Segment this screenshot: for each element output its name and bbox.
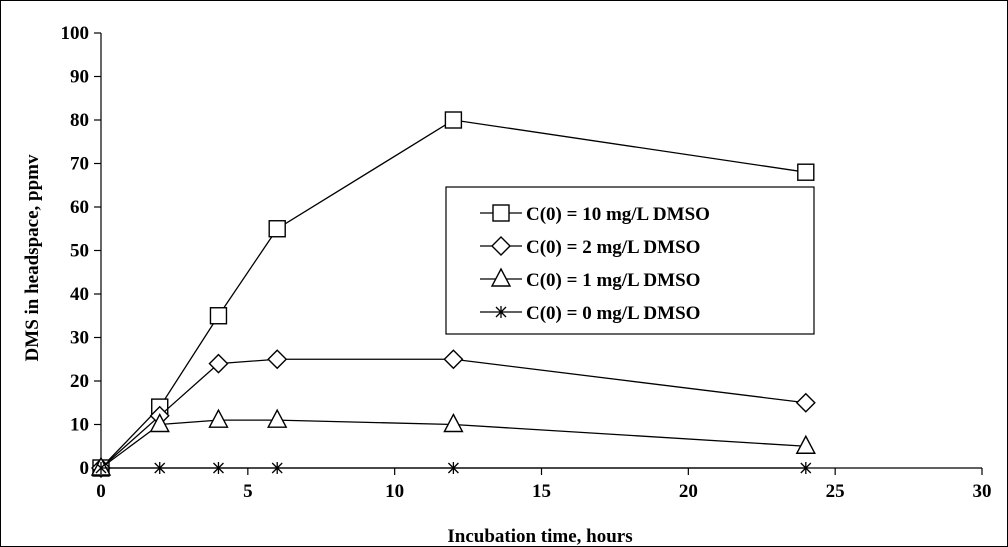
data-point — [213, 462, 224, 474]
legend-entry: C(0) = 10 mg/L DMSO — [480, 204, 710, 225]
y-tick-label: 70 — [70, 154, 89, 175]
data-point — [795, 434, 816, 454]
x-tick-label: 30 — [973, 481, 992, 502]
series-diamond — [91, 349, 816, 478]
legend: C(0) = 10 mg/L DMSO C(0) = 2 mg/L DMSO C(0… — [445, 186, 815, 335]
data-point — [444, 111, 463, 129]
y-tick-label: 20 — [70, 371, 89, 392]
x-tick-label: 10 — [385, 481, 404, 502]
x-tick-label: 15 — [532, 481, 551, 502]
y-tick-label: 90 — [70, 67, 89, 88]
y-tick-label: 50 — [70, 241, 89, 262]
data-point — [95, 462, 107, 474]
y-tick-label: 60 — [70, 197, 89, 218]
data-point — [267, 408, 288, 428]
series-line — [100, 119, 806, 469]
legend-label: C(0) = 2 mg/L DMSO — [526, 237, 700, 258]
data-point — [268, 220, 286, 238]
legend-entry: C(0) = 2 mg/L DMSO — [480, 236, 700, 258]
data-point — [149, 413, 170, 433]
data-point — [271, 462, 283, 474]
data-point — [443, 413, 464, 433]
legend-marker — [492, 204, 510, 222]
data-point — [209, 307, 228, 325]
y-tick-label: 80 — [70, 110, 89, 131]
legend-label: C(0) = 1 mg/L DMSO — [526, 270, 700, 291]
series-asterisk — [95, 462, 812, 474]
y-tick-label: 10 — [70, 415, 89, 436]
data-point — [267, 349, 288, 370]
x-tick-label: 0 — [96, 481, 106, 502]
legend-marker — [490, 267, 512, 287]
data-point — [208, 408, 229, 428]
y-tick-label: 30 — [70, 328, 89, 349]
legend-entry: C(0) = 0 mg/L DMSO — [480, 303, 700, 324]
legend-label: C(0) = 0 mg/L DMSO — [526, 303, 700, 324]
data-point — [154, 462, 166, 474]
y-axis-title: DMS in headspace, ppmv — [22, 154, 43, 361]
plot-area: 0 10 20 30 40 50 60 70 80 90 100 0 5 10 15 20 25 30 — [61, 23, 992, 502]
data-point — [800, 462, 812, 474]
data-point — [795, 392, 816, 413]
data-point — [797, 163, 815, 181]
y-tick-label: 0 — [80, 458, 90, 479]
x-axis-title: Incubation time, hours — [447, 526, 632, 547]
data-point — [447, 462, 459, 474]
x-tick-label: 5 — [243, 481, 253, 502]
y-tick-label: 100 — [61, 23, 90, 44]
x-tick-label: 25 — [826, 481, 845, 502]
data-point — [443, 349, 464, 370]
legend-label: C(0) = 10 mg/L DMSO — [526, 204, 710, 225]
x-tick-label: 20 — [679, 481, 698, 502]
legend-entry: C(0) = 1 mg/L DMSO — [480, 267, 700, 291]
data-point — [208, 353, 229, 374]
series-line — [100, 358, 806, 469]
legend-marker — [495, 306, 507, 318]
y-tick-label: 40 — [70, 284, 89, 305]
legend-marker — [491, 236, 511, 256]
